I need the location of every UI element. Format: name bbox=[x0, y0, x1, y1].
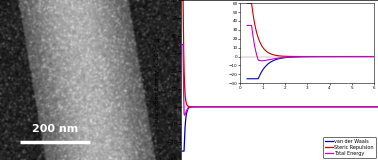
Total Energy bbox=[180, 44, 185, 45]
Legend: van der Waals, Steric Repulsion, Total Energy: van der Waals, Steric Repulsion, Total E… bbox=[324, 137, 376, 158]
Total Energy bbox=[184, 109, 189, 111]
van der Waals bbox=[276, 106, 280, 108]
Line: Total Energy: Total Energy bbox=[183, 44, 378, 115]
Steric Repulsion bbox=[202, 106, 207, 108]
Line: van der Waals: van der Waals bbox=[183, 107, 378, 151]
van der Waals bbox=[180, 150, 185, 152]
van der Waals bbox=[180, 150, 185, 152]
Y-axis label: Interaction Energy (x 10$^{-21}$ J): Interaction Energy (x 10$^{-21}$ J) bbox=[153, 36, 163, 124]
van der Waals bbox=[186, 107, 191, 109]
Steric Repulsion bbox=[186, 105, 191, 107]
van der Waals bbox=[202, 106, 207, 108]
van der Waals bbox=[376, 106, 378, 108]
Total Energy bbox=[276, 106, 280, 108]
Total Energy bbox=[180, 44, 185, 45]
Steric Repulsion bbox=[180, 0, 185, 1]
Steric Repulsion bbox=[184, 104, 189, 105]
Steric Repulsion bbox=[276, 106, 280, 108]
Total Energy bbox=[186, 107, 191, 109]
Text: 200 nm: 200 nm bbox=[32, 124, 78, 134]
Steric Repulsion bbox=[240, 106, 245, 108]
Steric Repulsion bbox=[180, 0, 185, 1]
van der Waals bbox=[240, 106, 245, 108]
van der Waals bbox=[184, 112, 189, 113]
Total Energy bbox=[376, 106, 378, 108]
Line: Steric Repulsion: Steric Repulsion bbox=[183, 0, 378, 107]
Steric Repulsion bbox=[376, 106, 378, 108]
Total Energy bbox=[241, 106, 245, 108]
Total Energy bbox=[182, 114, 187, 116]
Total Energy bbox=[203, 106, 207, 108]
